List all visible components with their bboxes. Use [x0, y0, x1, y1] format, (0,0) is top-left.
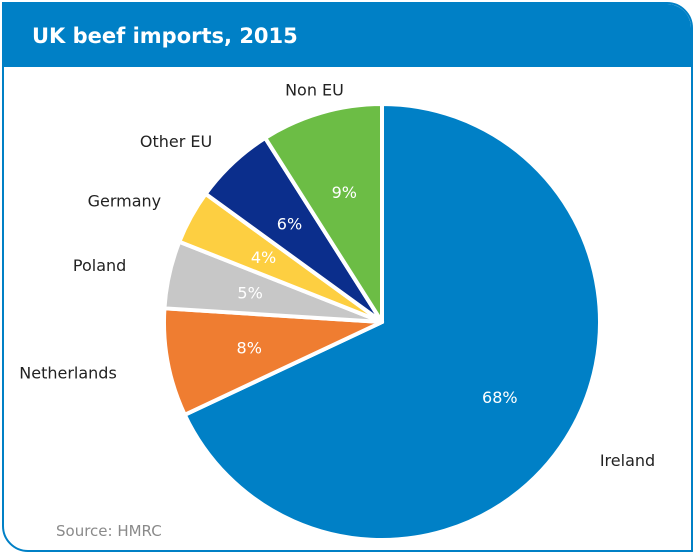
pie-slice-netherlands [162, 306, 384, 417]
category-label-poland: Poland [73, 256, 126, 275]
pie-labels: 68% Ireland 8% Netherlands 5% Poland 4% Germany… [19, 81, 655, 471]
pct-label-other-eu: 6% [277, 214, 302, 233]
category-label-netherlands: Netherlands [19, 364, 117, 383]
pct-label-netherlands: 8% [237, 338, 262, 357]
category-label-ireland: Ireland [600, 451, 655, 470]
pie-slice-non-eu [263, 102, 384, 324]
pie-slices [162, 102, 602, 542]
pct-label-non-eu: 9% [332, 183, 357, 202]
pct-label-poland: 5% [237, 284, 262, 303]
pct-label-germany: 4% [251, 248, 276, 267]
source-note: Source: HMRC [56, 522, 162, 540]
chart-title: UK beef imports, 2015 [32, 24, 298, 48]
category-label-other-eu: Other EU [140, 132, 212, 151]
category-label-non-eu: Non EU [285, 81, 344, 100]
pct-label-ireland: 68% [482, 388, 518, 407]
pie-slice-ireland [182, 102, 602, 542]
title-bar: UK beef imports, 2015 [4, 4, 691, 67]
category-label-germany: Germany [88, 192, 162, 211]
